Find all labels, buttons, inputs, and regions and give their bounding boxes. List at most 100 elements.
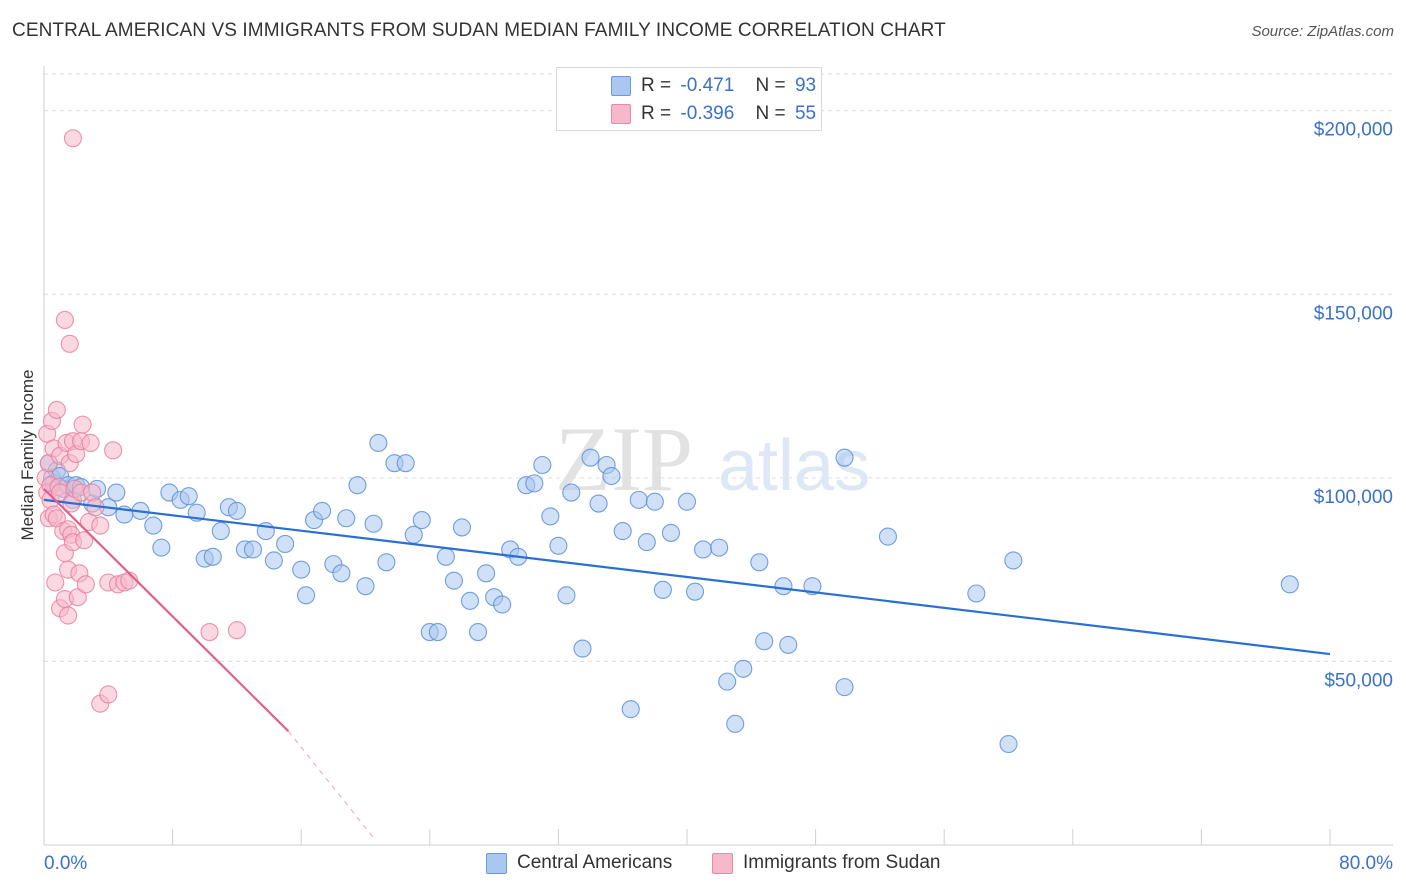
- stats-legend: R = -0.471 N = 93 R = -0.396 N = 55: [556, 67, 822, 131]
- central-american-point: [1280, 575, 1299, 594]
- legend-n-value: 55: [794, 103, 817, 124]
- central-american-point: [356, 577, 375, 596]
- y-tick-label: $200,000: [1314, 120, 1393, 141]
- central-american-point: [377, 553, 396, 572]
- central-american-point: [581, 448, 600, 467]
- sudan-point: [68, 588, 87, 607]
- y-tick-label: $100,000: [1314, 487, 1393, 508]
- data-points: [36, 129, 1331, 838]
- trend-line-central-americans: [43, 498, 1331, 656]
- source-note: Source: ZipAtlas.com: [1251, 23, 1394, 40]
- bottom-legend-swatch-pink: [712, 852, 733, 874]
- legend-swatch-pink: [611, 104, 631, 124]
- bottom-legend-label: Central Americans: [517, 852, 673, 873]
- central-american-point: [573, 639, 592, 658]
- tick-labels: $50,000 $100,000 $150,000 $200,000 0.0% 80.0%: [44, 120, 1393, 874]
- central-american-point: [428, 623, 447, 642]
- sudan-point: [76, 575, 95, 594]
- sudan-point: [91, 516, 110, 535]
- central-american-point: [493, 595, 512, 614]
- central-american-point: [637, 533, 656, 552]
- central-american-point: [364, 514, 383, 533]
- central-american-point: [549, 536, 568, 555]
- central-american-point: [396, 454, 415, 473]
- central-american-point: [589, 494, 608, 513]
- legend-r-label: R =: [641, 75, 672, 96]
- central-american-point: [602, 466, 621, 486]
- central-american-point: [613, 522, 632, 541]
- central-american-point: [710, 538, 729, 557]
- central-american-point: [835, 678, 854, 697]
- central-american-point: [533, 455, 552, 475]
- central-american-point: [967, 584, 986, 603]
- sudan-point: [55, 310, 74, 330]
- central-american-point: [734, 659, 753, 678]
- sudan-point: [227, 621, 246, 640]
- sudan-point: [75, 531, 94, 550]
- central-american-point: [412, 511, 431, 530]
- trend-line-sudan-extension: [287, 730, 374, 838]
- central-american-point: [264, 551, 283, 570]
- sudan-point: [104, 441, 123, 460]
- central-american-point: [460, 591, 480, 610]
- legend-r-value: -0.396: [680, 103, 735, 124]
- sudan-point: [73, 415, 92, 434]
- central-american-point: [645, 492, 664, 511]
- y-tick-label: $150,000: [1314, 303, 1393, 324]
- central-american-point: [774, 577, 793, 596]
- sudan-point: [99, 685, 118, 704]
- x-tick-label: 80.0%: [1339, 853, 1393, 874]
- central-american-point: [468, 623, 488, 642]
- x-tick-label: 0.0%: [44, 853, 87, 874]
- central-american-point: [144, 516, 163, 535]
- central-american-point: [621, 700, 640, 719]
- bottom-legend-swatch-blue: [486, 852, 507, 874]
- central-american-point: [452, 518, 472, 537]
- y-tick-label: $50,000: [1324, 670, 1393, 691]
- central-american-point: [653, 580, 672, 599]
- central-american-point: [211, 522, 230, 541]
- central-american-point: [332, 564, 351, 583]
- legend-n-label: N =: [755, 103, 786, 124]
- central-american-point: [444, 571, 463, 590]
- bottom-legend-sudan: Immigrants from Sudan: [712, 852, 940, 874]
- sudan-point: [200, 623, 219, 642]
- trend-line-sudan: [43, 488, 290, 732]
- central-american-point: [685, 582, 705, 601]
- central-american-point: [726, 714, 745, 733]
- central-american-point: [541, 507, 560, 526]
- sudan-point: [59, 606, 78, 625]
- central-american-point: [694, 540, 713, 559]
- chart-title: CENTRAL AMERICAN VS IMMIGRANTS FROM SUDA…: [12, 20, 946, 41]
- sudan-point: [63, 129, 82, 148]
- central-american-point: [999, 734, 1018, 754]
- sudan-point: [46, 573, 65, 592]
- bottom-legend-label: Immigrants from Sudan: [743, 852, 941, 873]
- central-american-point: [107, 483, 126, 502]
- central-american-point: [227, 501, 246, 520]
- central-american-point: [835, 448, 854, 467]
- central-american-point: [525, 474, 544, 493]
- legend-swatch-blue: [611, 76, 631, 96]
- central-american-point: [337, 509, 356, 528]
- sudan-point: [47, 400, 66, 419]
- legend-n-label: N =: [755, 75, 786, 96]
- central-american-point: [152, 538, 171, 557]
- central-american-point: [779, 635, 798, 654]
- central-american-point: [557, 586, 576, 605]
- central-american-point: [296, 586, 316, 605]
- sudan-point: [81, 433, 100, 453]
- central-american-point: [276, 534, 295, 553]
- central-american-point: [750, 553, 769, 572]
- central-american-point: [718, 672, 737, 691]
- central-american-point: [292, 560, 311, 579]
- bottom-legend-central-americans: Central Americans: [486, 852, 672, 874]
- central-american-point: [661, 523, 680, 542]
- central-american-point: [562, 483, 581, 502]
- grid-lines: [44, 73, 1393, 662]
- sudan-point: [83, 483, 102, 502]
- central-american-point: [243, 540, 263, 559]
- legend-n-value: 93: [794, 75, 817, 96]
- legend-r-value: -0.471: [680, 75, 735, 96]
